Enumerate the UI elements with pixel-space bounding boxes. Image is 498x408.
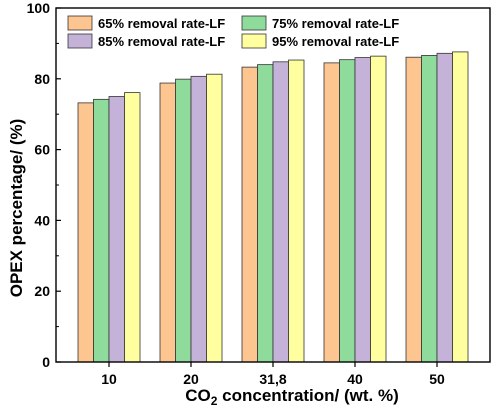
- legend-swatch-4: [241, 33, 267, 49]
- x-tick-label: 20: [183, 371, 199, 387]
- bar-10-series-4: [124, 92, 141, 363]
- legend-label-2: 75% removal rate-LF: [272, 16, 399, 31]
- bar-40-series-2: [339, 59, 356, 363]
- bar-31-8-series-3: [272, 61, 289, 363]
- bar-50-series-2: [421, 55, 438, 363]
- y-tick-label: 40: [34, 212, 50, 228]
- bar-31-8-series-2: [257, 64, 274, 363]
- bars-group: [77, 51, 469, 363]
- bar-50-series-3: [436, 52, 453, 363]
- bar-31-8-series-1: [241, 66, 258, 363]
- legend-label-1: 65% removal rate-LF: [98, 16, 225, 31]
- bar-10-series-1: [77, 102, 94, 363]
- x-axis-title: CO2 concentration/ (wt. %): [185, 386, 399, 408]
- legend-swatch-1: [67, 15, 93, 31]
- bar-40-series-1: [323, 62, 340, 363]
- x-axis-title-rest: concentration/ (wt. %): [217, 386, 398, 405]
- x-axis-title-subscript: 2: [211, 394, 218, 408]
- y-tick-label: 80: [34, 71, 50, 87]
- bar-20-series-2: [175, 78, 192, 363]
- x-tick-label: 40: [347, 371, 363, 387]
- x-tick-label: 31,8: [259, 371, 286, 387]
- legend-label-4: 95% removal rate-LF: [272, 34, 399, 49]
- bar-10-series-2: [93, 98, 110, 363]
- axes-group: 10 20 31,8 40 50 0 20 40 60 80 100: [27, 0, 491, 387]
- x-axis-title-main: CO: [185, 386, 211, 405]
- bar-40-series-4: [370, 55, 387, 363]
- x-tick-label: 10: [101, 371, 117, 387]
- y-tick-label: 0: [42, 354, 50, 370]
- bar-50-series-4: [452, 51, 469, 363]
- bar-20-series-4: [206, 73, 223, 363]
- y-axis-title: OPEX percentage/ (%): [7, 119, 26, 298]
- x-tick-label: 50: [429, 371, 445, 387]
- bar-31-8-series-4: [288, 59, 305, 363]
- legend: 65% removal rate-LF 75% removal rate-LF 85…: [67, 15, 399, 49]
- legend-label-3: 85% removal rate-LF: [98, 34, 225, 49]
- bar-50-series-1: [405, 56, 422, 363]
- y-tick-label: 20: [34, 283, 50, 299]
- legend-swatch-3: [67, 33, 93, 49]
- bar-20-series-3: [190, 75, 207, 363]
- bar-40-series-3: [354, 57, 371, 363]
- bar-20-series-1: [159, 82, 176, 363]
- bar-10-series-3: [108, 96, 125, 363]
- legend-swatch-2: [241, 15, 267, 31]
- y-tick-label: 60: [34, 142, 50, 158]
- y-tick-label: 100: [27, 0, 51, 16]
